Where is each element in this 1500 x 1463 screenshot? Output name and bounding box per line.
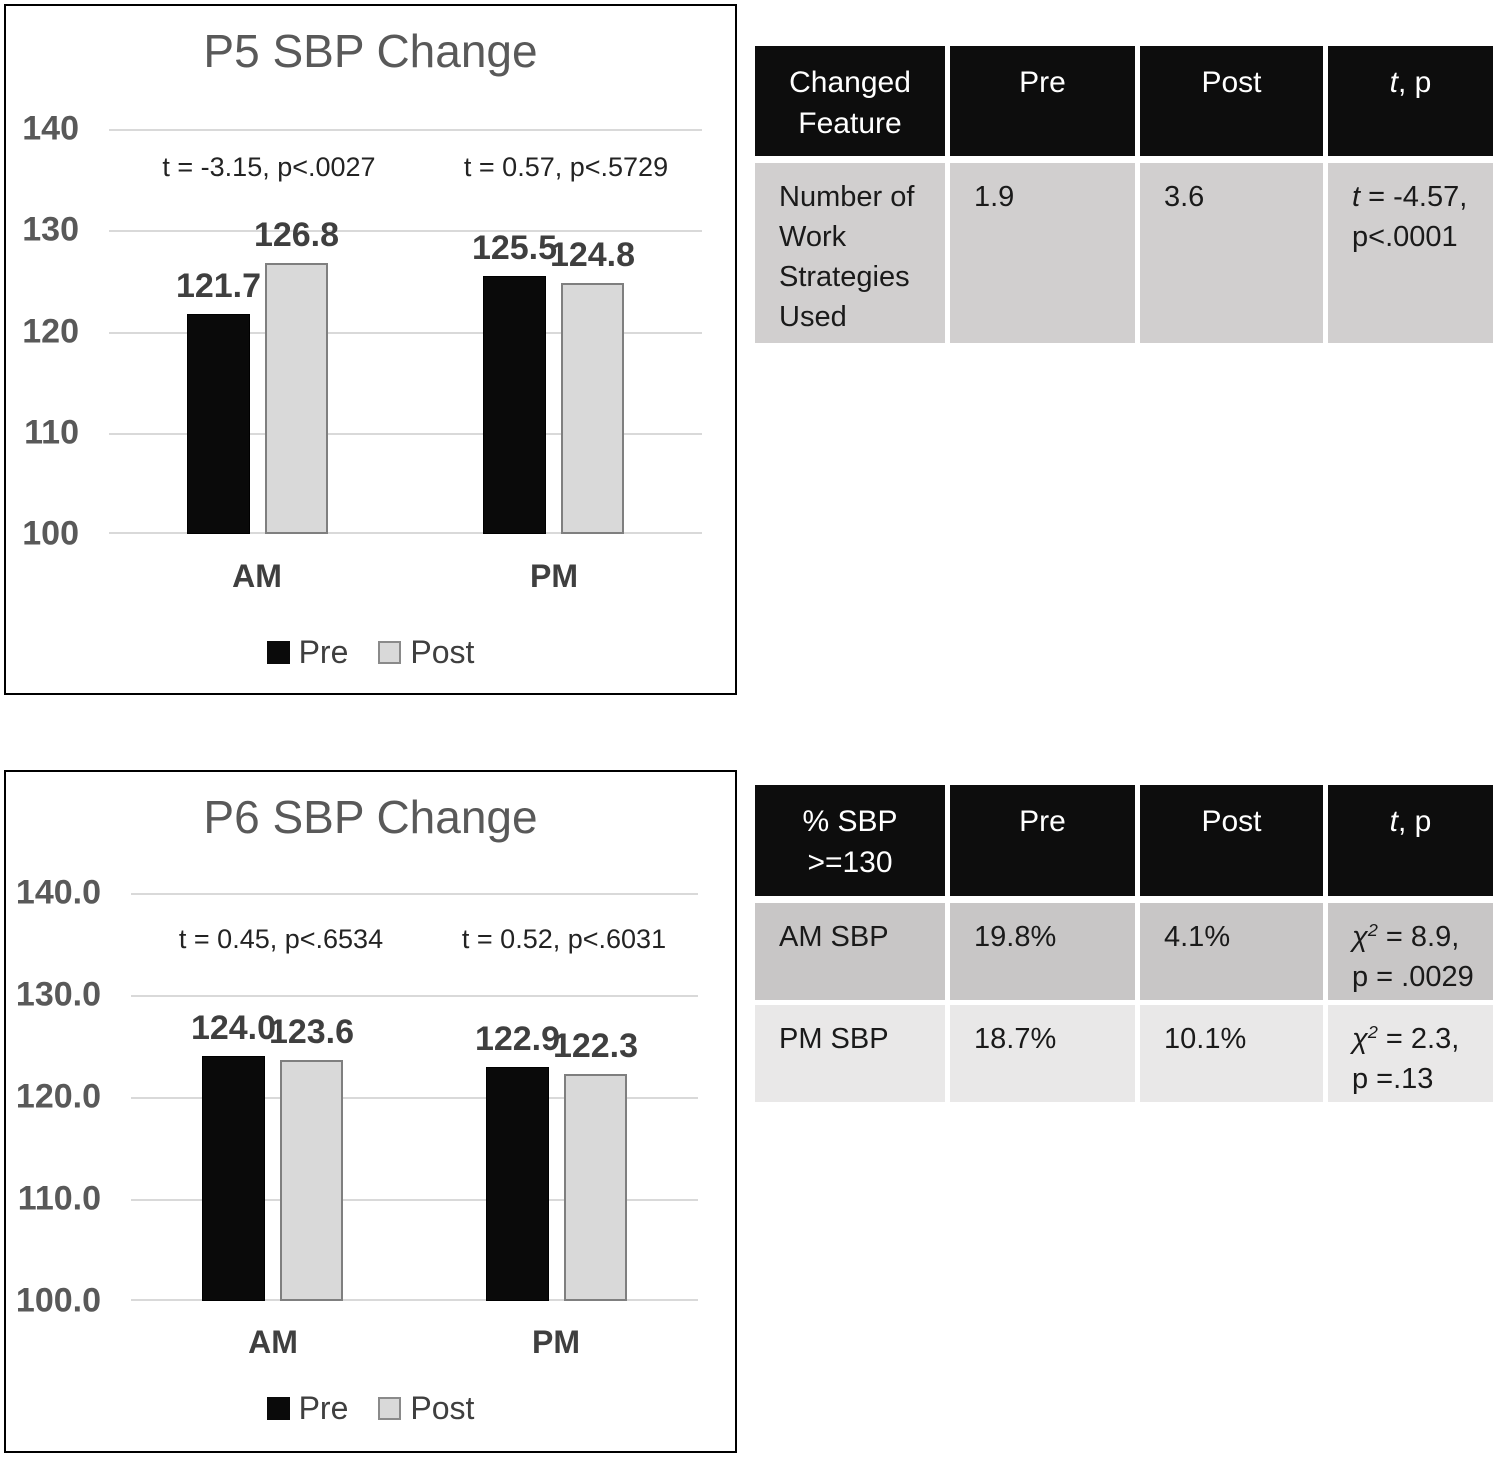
- stat-annotation-pm: t = 0.52, p<.6031: [461, 924, 667, 954]
- gridline: [109, 129, 702, 131]
- y-axis-tick-label: 120: [22, 312, 79, 351]
- legend-item-pre: Pre: [266, 634, 349, 671]
- post-swatch-icon: [378, 641, 402, 664]
- chart-title: P6 SBP Change: [203, 791, 538, 843]
- pre-swatch-icon: [266, 641, 290, 664]
- y-axis-tick-label: 140.0: [15, 873, 101, 912]
- legend-label-pre: Pre: [298, 634, 349, 670]
- gridline: [131, 995, 698, 997]
- y-axis-tick-label: 120.0: [15, 1077, 101, 1116]
- table-cell: AM SBP: [755, 903, 950, 1005]
- plot-area: 140 130 120 110 100 121.7 126.8 125.5 124.8: [22, 110, 702, 553]
- gridline: [131, 893, 698, 895]
- table-cell: 4.1%: [1140, 903, 1328, 1005]
- table-header-cell: t, p: [1328, 46, 1493, 163]
- table-header-cell: Post: [1140, 785, 1328, 903]
- table-cell: 18.7%: [950, 1005, 1140, 1102]
- gridline: [131, 1097, 698, 1099]
- legend-label-post: Post: [410, 634, 475, 670]
- table-header-cell: Pre: [950, 46, 1140, 163]
- bar-pre-am: [202, 1056, 265, 1301]
- stat-annotation-am: t = -3.15, p<.0027: [162, 152, 376, 182]
- sbp-threshold-table: % SBP >=130 Pre Post t, p AM SBP 19.8% 4.1% χ2 =…: [755, 785, 1493, 1102]
- legend-item-post: Post: [378, 1390, 474, 1427]
- bar-value-label: 122.3: [552, 1027, 639, 1065]
- table-cell: χ2 = 8.9, p = .0029: [1328, 903, 1493, 1005]
- post-swatch-icon: [378, 1397, 402, 1420]
- bar-post-pm: [564, 1074, 627, 1301]
- bar-pre-pm: [483, 276, 546, 534]
- bar-value-label: 122.9: [474, 1020, 561, 1058]
- work-strategies-table: Changed Feature Pre Post t, p Number of Work …: [755, 46, 1493, 343]
- bar-value-label: 124.8: [549, 236, 636, 274]
- bar-value-label: 123.6: [268, 1013, 355, 1051]
- stat-annotation-pm: t = 0.57, p<.5729: [463, 152, 669, 182]
- y-axis-tick-label: 110.0: [17, 1179, 101, 1218]
- y-axis-tick-label: 100: [22, 514, 79, 553]
- bar-value-label: 125.5: [471, 229, 558, 267]
- table-header-cell: % SBP >=130: [755, 785, 950, 903]
- category-label-am: AM: [232, 558, 282, 594]
- stat-annotation-am: t = 0.45, p<.6534: [178, 924, 384, 954]
- p5-chart-panel: P5 SBP Change t = -3.15, p<.0027 t = 0.5…: [4, 4, 737, 695]
- legend: Pre Post: [6, 1390, 735, 1427]
- gridline: [131, 1299, 698, 1301]
- p6-chart-panel: P6 SBP Change t = 0.45, p<.6534 t = 0.52…: [4, 770, 737, 1453]
- table-cell: χ2 = 2.3, p =.13: [1328, 1005, 1493, 1102]
- table-header-cell: Changed Feature: [755, 46, 950, 163]
- category-label-am: AM: [248, 1324, 298, 1360]
- bar-pre-am: [187, 314, 250, 534]
- legend-item-pre: Pre: [266, 1390, 349, 1427]
- bar-post-pm: [561, 283, 624, 534]
- bar-value-label: 126.8: [253, 216, 340, 254]
- pre-swatch-icon: [266, 1397, 290, 1420]
- legend-label-pre: Pre: [298, 1390, 349, 1426]
- table-cell: t = -4.57, p<.0001: [1328, 163, 1493, 343]
- category-label-pm: PM: [530, 558, 578, 594]
- table-cell: 1.9: [950, 163, 1140, 343]
- bar-value-label: 124.0: [190, 1009, 277, 1047]
- table-cell: Number of Work Strategies Used: [755, 163, 950, 343]
- gridline: [131, 1199, 698, 1201]
- y-axis-tick-label: 110: [24, 413, 79, 452]
- chart-title: P5 SBP Change: [203, 25, 538, 77]
- table-cell: 3.6: [1140, 163, 1328, 343]
- table-header-cell: t, p: [1328, 785, 1493, 903]
- bar-value-label: 121.7: [175, 267, 262, 305]
- y-axis-tick-label: 140: [22, 109, 79, 148]
- plot-area: 140.0 130.0 120.0 110.0 100.0 124.0 123.6 122.9…: [16, 874, 698, 1320]
- bar-post-am: [265, 263, 328, 534]
- y-axis-tick-label: 130.0: [15, 975, 101, 1014]
- bar-post-am: [280, 1060, 343, 1301]
- y-axis-tick-label: 100.0: [15, 1281, 101, 1320]
- gridline: [109, 433, 702, 435]
- gridline: [109, 230, 702, 232]
- y-axis-tick-label: 130: [22, 210, 79, 249]
- bar-pre-pm: [486, 1067, 549, 1301]
- gridline: [109, 532, 702, 534]
- table-cell: 10.1%: [1140, 1005, 1328, 1102]
- legend-label-post: Post: [410, 1390, 475, 1426]
- legend: Pre Post: [6, 634, 735, 671]
- legend-item-post: Post: [378, 634, 474, 671]
- category-label-pm: PM: [532, 1324, 580, 1360]
- table-cell: 19.8%: [950, 903, 1140, 1005]
- table-cell: PM SBP: [755, 1005, 950, 1102]
- table-header-cell: Pre: [950, 785, 1140, 903]
- gridline: [109, 332, 702, 334]
- table-header-cell: Post: [1140, 46, 1328, 163]
